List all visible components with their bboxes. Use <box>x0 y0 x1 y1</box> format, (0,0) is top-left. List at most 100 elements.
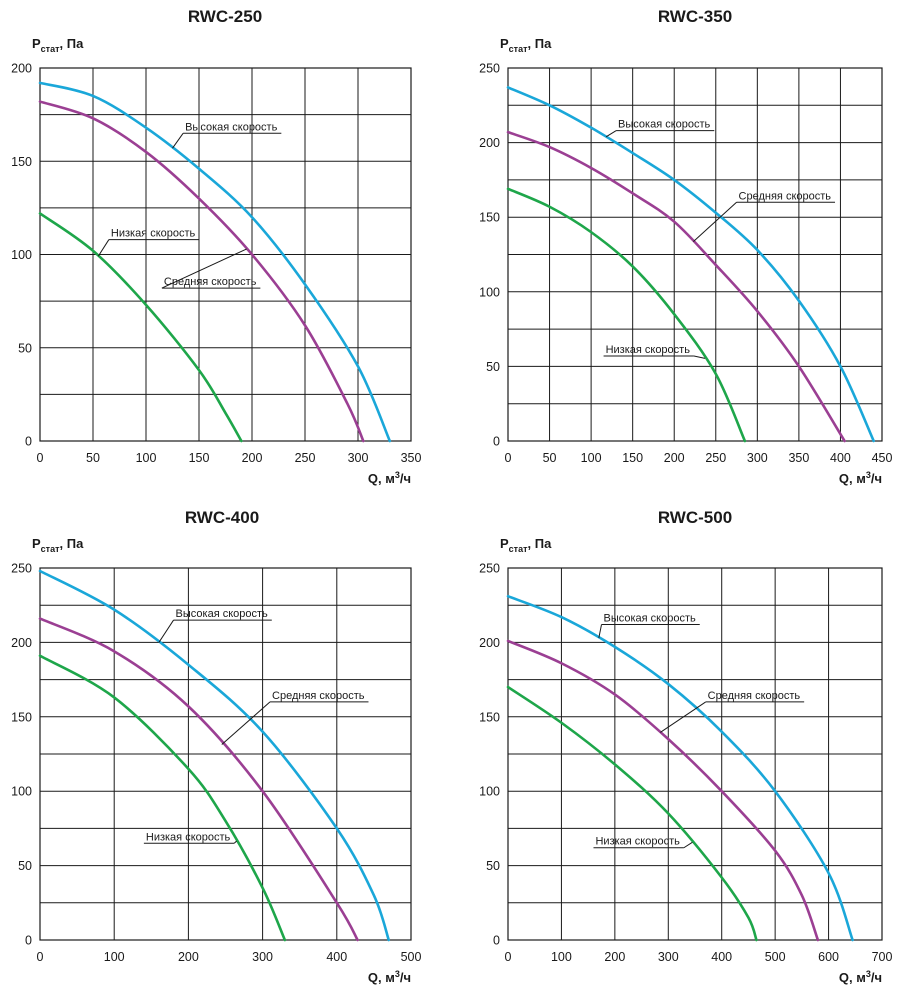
chart-title: RWC-250 <box>188 7 262 26</box>
grid <box>40 68 411 441</box>
y-tick-label: 200 <box>479 636 500 650</box>
x-axis-label-main: Q, м <box>368 471 395 486</box>
x-tick-label: 200 <box>242 451 263 465</box>
y-axis-label-unit: , Па <box>60 36 85 51</box>
series-annotation: Высокая скорость <box>176 608 268 620</box>
series-annotation: Средняя скорость <box>272 690 365 702</box>
y-tick-label: 100 <box>479 785 500 799</box>
series-annotation: Средняя скорость <box>708 690 801 702</box>
x-tick-label: 500 <box>401 950 422 964</box>
x-tick-label: 600 <box>818 950 839 964</box>
x-axis-label-sup: 3 <box>395 969 400 979</box>
annotation-leader <box>97 239 110 257</box>
series-line-1 <box>506 639 820 942</box>
y-tick-label: 250 <box>11 562 32 576</box>
y-tick-label: 200 <box>479 136 500 150</box>
x-tick-label: 100 <box>551 950 572 964</box>
series-line-2 <box>38 212 243 443</box>
x-tick-label: 400 <box>326 950 347 964</box>
series-annotation: Низкая скорость <box>595 836 680 848</box>
annotation-leader <box>598 624 602 639</box>
chart-title: RWC-400 <box>185 508 259 527</box>
x-axis-label-sup: 3 <box>395 470 400 480</box>
y-tick-label: 0 <box>493 435 500 449</box>
y-tick-label: 200 <box>11 62 32 76</box>
series-annotation: Высокая скорость <box>604 613 696 625</box>
annotation-leader <box>659 701 706 733</box>
series-line-0 <box>38 569 391 942</box>
x-axis-label-main: Q, м <box>839 970 866 985</box>
series-line-1 <box>38 100 365 443</box>
x-tick-label: 250 <box>705 451 726 465</box>
x-axis-label-unit: /ч <box>871 970 882 985</box>
x-tick-label: 0 <box>505 451 512 465</box>
x-tick-label: 300 <box>348 451 369 465</box>
series-annotation: Средняя скорость <box>739 190 832 202</box>
y-tick-label: 100 <box>11 248 32 262</box>
plot-frame <box>507 567 883 941</box>
y-axis-label: Pстат, Па <box>500 536 552 554</box>
x-axis-label: Q, м3/ч <box>368 470 411 486</box>
chart-panel-0: RWC-250 0 50 100 150 200 250 300 350 0 50 100 150 200… <box>11 7 421 486</box>
x-axis-label: Q, м3/ч <box>839 470 882 486</box>
chart-panel-2: RWC-400 0 100 200 300 400 500 0 50 100 150 200 250Pс… <box>11 508 421 985</box>
x-tick-label: 50 <box>86 451 100 465</box>
y-axis-label-unit: , Па <box>528 36 553 51</box>
series-line-2 <box>506 187 747 443</box>
x-axis-label-main: Q, м <box>839 471 866 486</box>
y-tick-label: 100 <box>479 285 500 299</box>
series-annotation: Средняя скорость <box>164 276 257 288</box>
annotation-leader <box>221 701 271 745</box>
y-axis-label-unit: , Па <box>60 536 85 551</box>
y-axis-label-sub: стат <box>41 44 60 54</box>
x-tick-label: 500 <box>765 950 786 964</box>
x-tick-label: 400 <box>711 950 732 964</box>
y-axis-label-sub: стат <box>509 544 528 554</box>
x-tick-label: 150 <box>189 451 210 465</box>
x-tick-label: 0 <box>37 950 44 964</box>
series-annotation: Низкая скорость <box>111 228 196 240</box>
x-tick-label: 100 <box>136 451 157 465</box>
x-tick-label: 0 <box>37 451 44 465</box>
y-axis-label-main: P <box>32 36 41 51</box>
plot-frame <box>39 567 412 941</box>
y-tick-label: 0 <box>25 435 32 449</box>
y-axis-label: Pстат, Па <box>32 36 84 54</box>
chart-panel-3: RWC-500 0 100 200 300 400 500 600 700 0 50 100 150 20… <box>479 508 892 985</box>
y-axis-label-main: P <box>500 536 509 551</box>
plot-frame <box>507 67 883 442</box>
annotation-leader <box>158 619 174 643</box>
y-axis-label-sub: стат <box>509 44 528 54</box>
chart-panel-1: RWC-350 0 50 100 150 200 250 300 350 400 450 0 50 100… <box>479 7 892 486</box>
series-line-1 <box>38 617 359 942</box>
chart-title: RWC-350 <box>658 7 732 26</box>
x-axis-label-unit: /ч <box>400 970 411 985</box>
grid <box>40 568 411 940</box>
x-tick-label: 300 <box>252 950 273 964</box>
annotation-leader <box>605 130 617 138</box>
series-line-2 <box>38 654 287 942</box>
y-tick-label: 250 <box>479 562 500 576</box>
annotation-leader <box>693 201 737 242</box>
plot-frame <box>39 67 412 442</box>
x-axis-label-sup: 3 <box>866 969 871 979</box>
x-tick-label: 0 <box>505 950 512 964</box>
series-line-2 <box>506 685 758 942</box>
y-tick-label: 0 <box>493 934 500 948</box>
annotation-leader <box>693 355 706 359</box>
x-tick-label: 100 <box>581 451 602 465</box>
y-tick-label: 50 <box>18 341 32 355</box>
y-tick-label: 200 <box>11 636 32 650</box>
annotation-leader <box>172 132 184 149</box>
y-tick-label: 0 <box>25 934 32 948</box>
series-annotation: Высокая скорость <box>185 121 277 133</box>
series-line-1 <box>506 130 846 443</box>
x-tick-label: 250 <box>295 451 316 465</box>
y-tick-label: 100 <box>11 785 32 799</box>
x-tick-label: 350 <box>788 451 809 465</box>
x-tick-label: 700 <box>872 950 893 964</box>
series-line-0 <box>506 594 854 942</box>
x-tick-label: 400 <box>830 451 851 465</box>
x-tick-label: 150 <box>622 451 643 465</box>
